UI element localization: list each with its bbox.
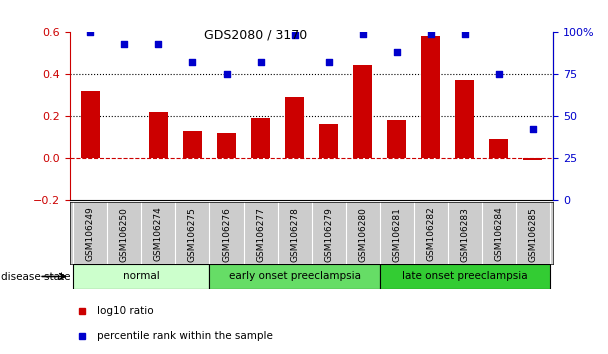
Text: GSM106279: GSM106279	[324, 207, 333, 262]
Bar	[217, 133, 236, 158]
Point	[222, 71, 232, 77]
Text: GSM106249: GSM106249	[86, 207, 95, 262]
Text: GSM106285: GSM106285	[528, 207, 537, 262]
Bar	[353, 65, 372, 158]
FancyBboxPatch shape	[74, 264, 210, 289]
Text: GSM106282: GSM106282	[426, 207, 435, 262]
Bar	[421, 36, 440, 158]
Text: GSM106275: GSM106275	[188, 207, 197, 262]
FancyBboxPatch shape	[210, 264, 379, 289]
Bar	[183, 131, 202, 158]
Point	[528, 127, 537, 132]
Bar	[285, 97, 304, 158]
Text: normal: normal	[123, 272, 160, 281]
Text: GSM106250: GSM106250	[120, 207, 129, 262]
Point	[256, 59, 266, 65]
FancyBboxPatch shape	[379, 264, 550, 289]
Point	[392, 49, 401, 55]
Bar	[523, 158, 542, 160]
Point	[154, 41, 164, 46]
Bar	[387, 120, 406, 158]
Text: GSM106284: GSM106284	[494, 207, 503, 262]
Point	[290, 33, 300, 38]
Point	[188, 59, 198, 65]
Text: early onset preeclampsia: early onset preeclampsia	[229, 272, 361, 281]
Bar	[149, 112, 168, 158]
Point	[86, 29, 95, 35]
Bar	[251, 118, 270, 158]
Text: GSM106276: GSM106276	[222, 207, 231, 262]
Text: GSM106277: GSM106277	[256, 207, 265, 262]
Text: GSM106283: GSM106283	[460, 207, 469, 262]
Point	[426, 31, 435, 36]
Text: GSM106280: GSM106280	[358, 207, 367, 262]
Text: GSM106281: GSM106281	[392, 207, 401, 262]
Text: GSM106278: GSM106278	[290, 207, 299, 262]
Point	[323, 59, 333, 65]
Text: percentile rank within the sample: percentile rank within the sample	[97, 331, 272, 341]
Text: log10 ratio: log10 ratio	[97, 306, 153, 316]
Point	[120, 41, 130, 46]
Text: disease state: disease state	[1, 272, 71, 282]
Text: late onset preeclampsia: late onset preeclampsia	[402, 272, 528, 281]
Point	[494, 71, 503, 77]
Point	[460, 31, 469, 36]
Bar	[489, 139, 508, 158]
Point	[358, 31, 367, 36]
Text: GSM106274: GSM106274	[154, 207, 163, 262]
Bar	[81, 91, 100, 158]
Bar	[319, 124, 338, 158]
Text: GDS2080 / 3170: GDS2080 / 3170	[204, 28, 307, 41]
Bar	[455, 80, 474, 158]
